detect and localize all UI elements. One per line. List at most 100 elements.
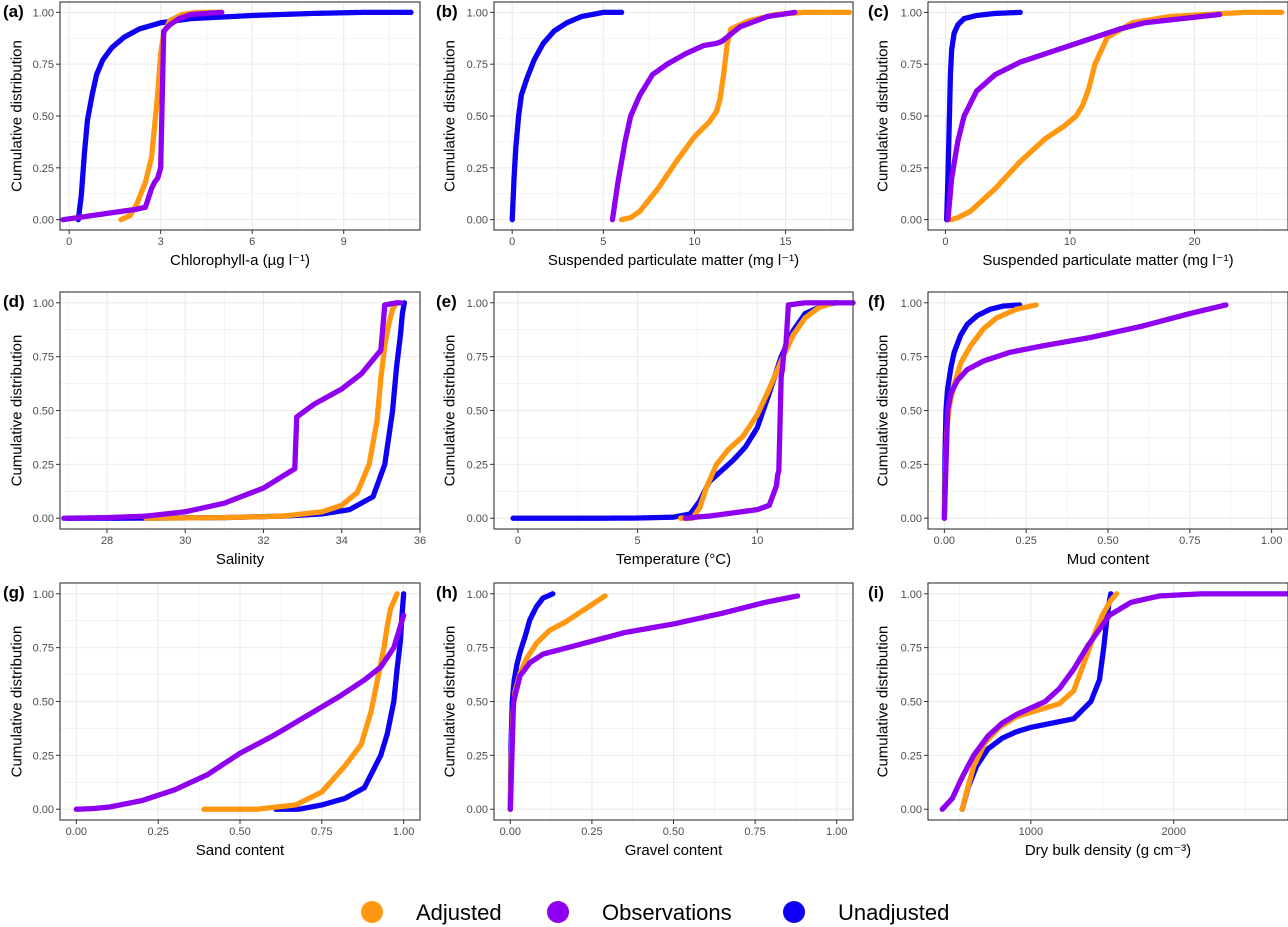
panel-h: 0.00 0.25 0.50 0.75 1.000.000.250.500.751.00… [436, 582, 854, 859]
series-unadjusted-b [509, 9, 625, 223]
y-tick-label: 0.75 [467, 59, 488, 71]
y-tick-label: 0.75 [467, 352, 488, 364]
y-tick-label: 0.75 [901, 59, 922, 71]
series-adjusted-h [507, 593, 608, 812]
y-tick-label: 0.25 [33, 750, 54, 762]
x-tick-label: 0.25 [1015, 535, 1036, 547]
y-tick-label: 0.50 [33, 111, 54, 123]
y-tick-label: 1.00 [33, 298, 54, 310]
point-adjusted [602, 593, 608, 599]
y-axis-title-e: Cumulative distribution [442, 335, 459, 487]
panel-letter-b: (b) [436, 2, 458, 21]
series-adjusted-g [201, 591, 400, 812]
x-axis-title-e: Temperature (°C) [616, 551, 731, 568]
points-g [73, 591, 407, 812]
point-observations [397, 300, 404, 306]
grid-g [60, 583, 420, 820]
x-tick-label: 0.75 [1179, 535, 1200, 547]
x-tick-label: 0 [509, 236, 515, 248]
y-tick-label: 0.50 [467, 111, 488, 123]
point-observations [400, 612, 407, 619]
point-observations [1216, 11, 1223, 18]
y-tick-label: 0.50 [901, 111, 922, 123]
y-tick-label: 0.50 [901, 406, 922, 418]
y-tick-label: 0.00 [901, 513, 922, 525]
x-axis-title-b: Suspended particulate matter (mg l⁻¹) [548, 252, 799, 269]
x-tick-label: 32 [257, 535, 269, 547]
points-e [510, 300, 856, 521]
x-tick-label: 0 [66, 236, 72, 248]
x-tick-label: 0.50 [1097, 535, 1118, 547]
panel-g: 0.00 0.25 0.50 0.75 1.000.000.250.500.751.00… [3, 582, 421, 859]
series-observations-d [61, 300, 404, 521]
y-tick-label: 0.25 [33, 163, 54, 175]
x-tick-label: 0.75 [311, 826, 332, 838]
panel-letter-g: (g) [3, 583, 25, 602]
x-axis-title-d: Salinity [216, 551, 265, 568]
point-observations [218, 9, 225, 16]
point-observations [791, 9, 798, 16]
x-tick-label: 5 [600, 236, 606, 248]
grid-a [60, 2, 420, 230]
grid-d [60, 292, 421, 529]
panel-letter-a: (a) [3, 2, 24, 21]
point-adjusted [1033, 302, 1039, 308]
x-tick-label: 0.25 [147, 826, 168, 838]
point-adjusted [846, 9, 853, 16]
y-tick-label: 1.00 [901, 298, 922, 310]
x-tick-label: 0 [942, 236, 948, 248]
point-unadjusted [618, 9, 625, 16]
x-axis-title-f: Mud content [1067, 551, 1150, 568]
y-tick-label: 0.75 [33, 643, 54, 655]
x-axis-title-g: Sand content [196, 842, 285, 859]
x-tick-label: 20 [1188, 236, 1200, 248]
panel-d: 28 30 32 34 360.000.250.500.751.00SalinityCu… [3, 291, 426, 568]
x-tick-label: 0.00 [66, 826, 87, 838]
series-observations-g [73, 612, 407, 812]
x-tick-label: 34 [336, 535, 348, 547]
point-unadjusted [550, 591, 556, 597]
point-adjusted [1279, 9, 1285, 16]
series-observations-h [507, 593, 801, 812]
y-tick-label: 0.50 [467, 406, 488, 418]
point-unadjusted [401, 300, 408, 306]
y-tick-label: 0.25 [467, 163, 488, 175]
point-unadjusted [400, 591, 407, 597]
series-observations-b [609, 9, 798, 223]
x-tick-label: 1.00 [393, 826, 414, 838]
y-tick-label: 0.00 [33, 215, 54, 227]
x-tick-label: 0 [515, 535, 521, 547]
points-h [507, 591, 801, 812]
point-adjusted [394, 591, 400, 597]
panel-letter-e: (e) [436, 292, 457, 311]
series-adjusted-f [941, 302, 1039, 521]
x-tick-label: 10 [688, 236, 700, 248]
series-observations-f [941, 302, 1229, 521]
series-observations-c [945, 11, 1223, 223]
y-tick-label: 0.25 [467, 459, 488, 471]
x-tick-label: 36 [414, 535, 426, 547]
x-tick-label: 5 [635, 535, 641, 547]
y-tick-label: 1.00 [33, 7, 54, 19]
y-axis-title-f: Cumulative distribution [875, 335, 892, 487]
y-tick-label: 1.00 [467, 298, 488, 310]
point-observations [1223, 302, 1229, 308]
x-tick-label: 0.50 [229, 826, 250, 838]
y-tick-label: 0.00 [901, 215, 922, 227]
panel-letter-d: (d) [3, 292, 25, 311]
x-tick-label: 28 [101, 535, 113, 547]
point-unadjusted [408, 9, 414, 16]
panel-letter-f: (f) [868, 292, 885, 311]
y-tick-label: 0.75 [901, 352, 922, 364]
points-b [509, 9, 853, 223]
y-axis-title-b: Cumulative distribution [442, 40, 459, 192]
x-tick-label: 15 [779, 236, 791, 248]
x-tick-label: 0.00 [934, 535, 955, 547]
point-unadjusted [1017, 9, 1023, 16]
y-tick-label: 0.00 [33, 804, 54, 816]
y-tick-label: 0.00 [467, 215, 488, 227]
panel-letter-c: (c) [868, 2, 889, 21]
